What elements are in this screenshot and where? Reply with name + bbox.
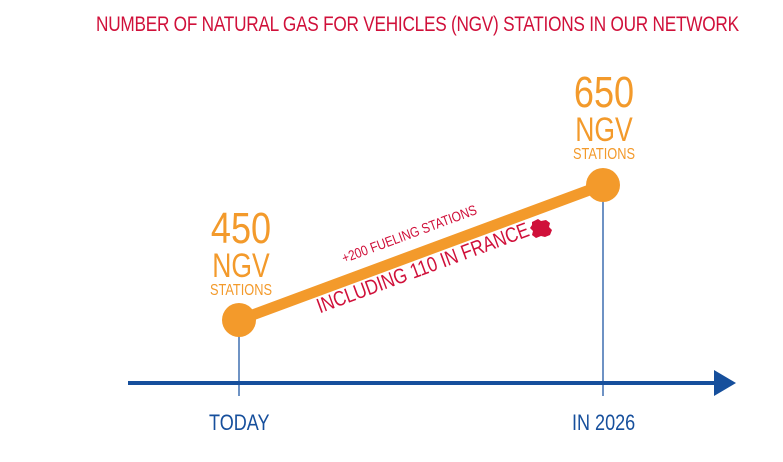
today-value: 450	[210, 204, 272, 253]
axis-arrow-icon	[714, 370, 736, 396]
2026-point	[586, 168, 620, 202]
axis-label-2026: IN 2026	[572, 410, 636, 435]
2026-sub: STATIONS	[572, 146, 636, 163]
growth-line	[233, 179, 609, 326]
axis-label-today: TODAY	[209, 410, 270, 435]
2026-unit: NGV	[575, 111, 633, 149]
france-map-icon	[530, 219, 552, 238]
today-point	[222, 303, 256, 337]
chart-title: NUMBER OF NATURAL GAS FOR VEHICLES (NGV)…	[96, 13, 739, 36]
today-sub: STATIONS	[209, 282, 273, 299]
2026-value: 650	[573, 68, 635, 117]
today-unit: NGV	[212, 247, 270, 285]
2026-stat: 650 NGV STATIONS	[559, 71, 649, 163]
today-stat: 450 NGV STATIONS	[196, 207, 286, 299]
